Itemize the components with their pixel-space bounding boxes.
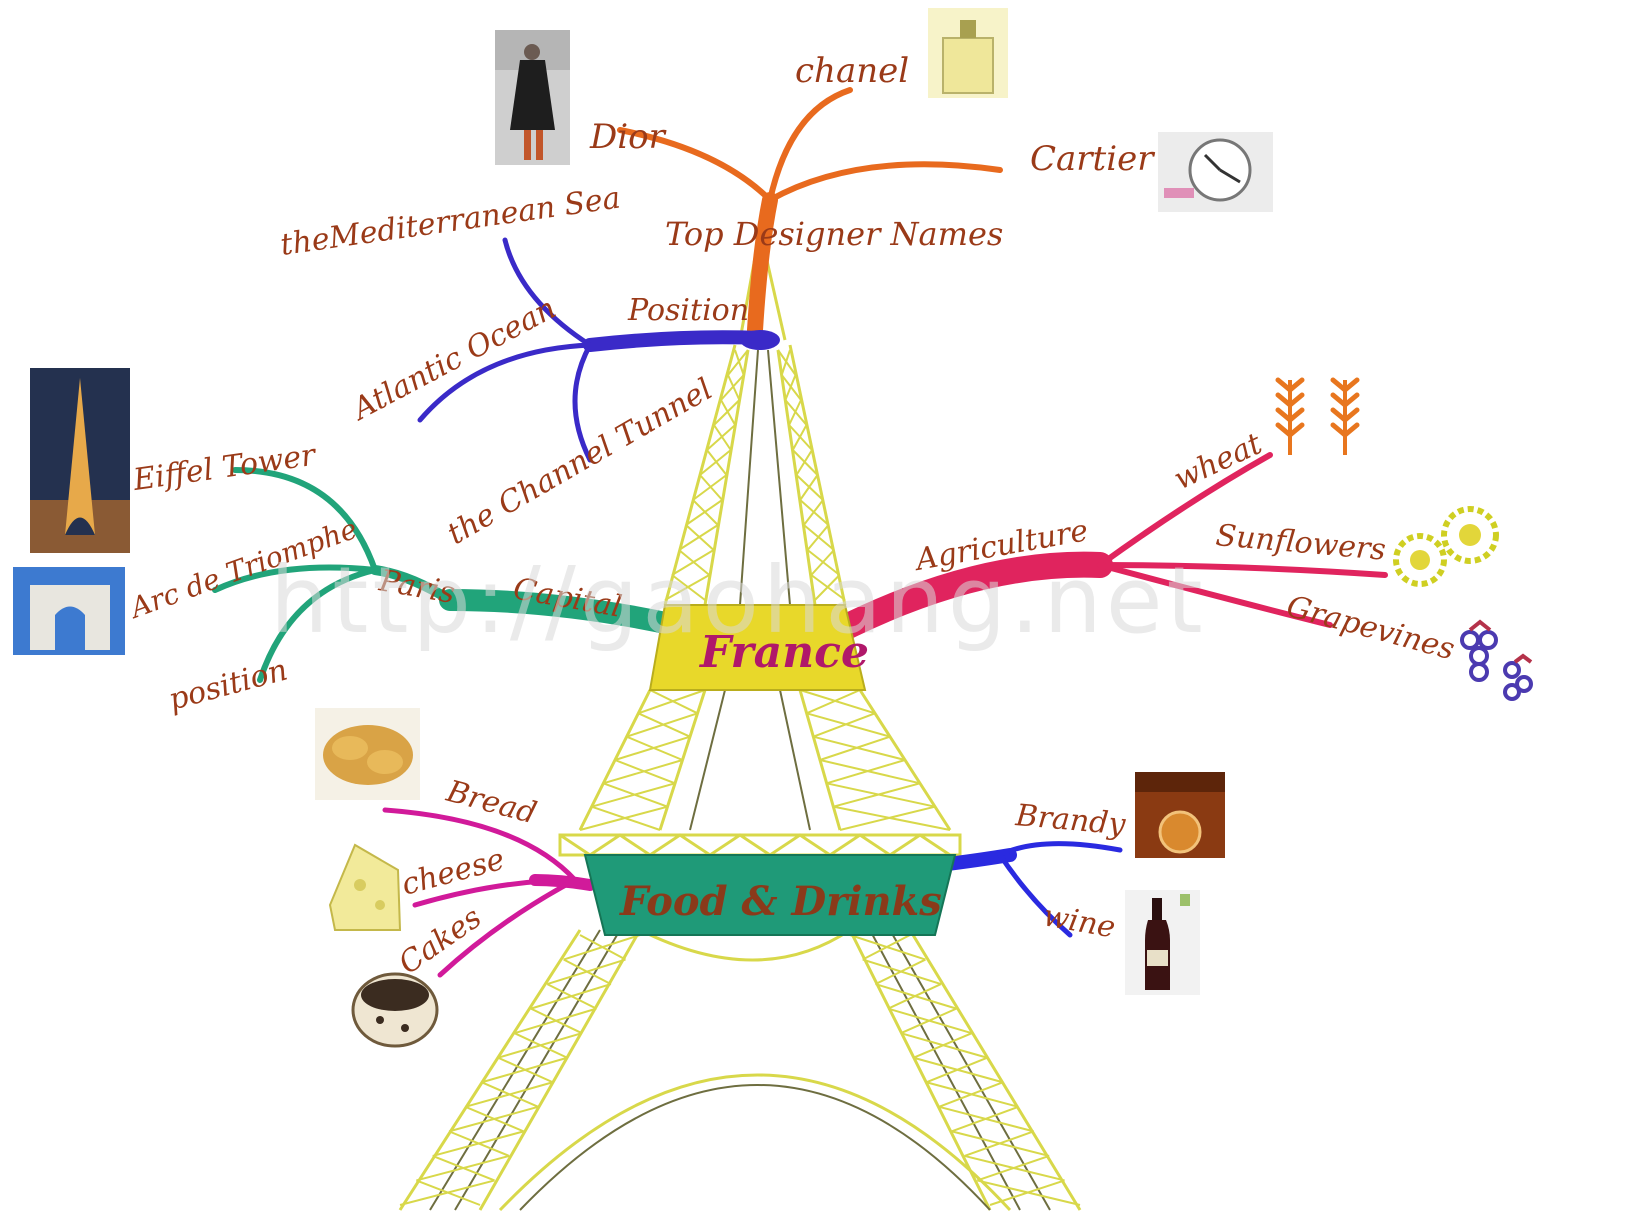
branch-position-sea — [502, 237, 593, 348]
branch-agriculture-wheat — [1097, 452, 1273, 568]
wine-bottle-icon — [1125, 890, 1200, 995]
watch-icon — [1158, 132, 1273, 212]
label-sunflowers: Sunflowers — [1214, 518, 1387, 568]
bread-icon — [315, 708, 420, 800]
label-mediterranean: theMediterranean Sea — [278, 181, 622, 263]
arc-de-triomphe-photo-icon — [13, 567, 125, 655]
wheat-icon — [1275, 377, 1360, 455]
label-cakes: Cakes — [393, 900, 489, 982]
food-drinks-box: Food & Drinks — [583, 854, 957, 936]
brandy-glass-icon — [1135, 772, 1225, 858]
sunflower-icon — [1393, 506, 1499, 587]
cake-icon — [351, 972, 439, 1048]
branch-position-atlantic — [417, 342, 593, 423]
branch-food-cakes — [437, 877, 578, 978]
branch-food-brandy — [997, 841, 1123, 858]
eiffel-tower-photo-icon — [30, 368, 130, 553]
watermark: http://gaohang.net — [270, 547, 1207, 654]
perfume-bottle-icon — [928, 8, 1008, 98]
label-grapevines: Grapevines — [1283, 589, 1458, 667]
label-dior: Dior — [589, 117, 667, 157]
branch-agriculture-grapevines — [1097, 562, 1333, 628]
branch-food-bread — [382, 807, 578, 883]
cheese-icon — [328, 843, 402, 931]
france-box: France — [648, 604, 869, 691]
branch-capital-trunk — [439, 589, 686, 636]
branch-designers-chanel — [767, 87, 853, 203]
label-paris-position: position — [165, 653, 291, 718]
label-atlantic: Atlantic Ocean — [345, 291, 562, 429]
label-position: Position — [627, 293, 749, 328]
label-top-designer-names: Top Designer Names — [665, 215, 1003, 253]
fashion-model-icon — [495, 30, 570, 165]
branch-designers-cartier — [767, 161, 1003, 203]
branch-position-channel — [572, 342, 593, 463]
branch-food-wine — [997, 852, 1073, 938]
label-channel-tunnel: the Channel Tunnel — [442, 372, 719, 552]
branches — [212, 87, 1388, 978]
label-cartier: Cartier — [1030, 139, 1155, 179]
center-title: France — [698, 627, 869, 678]
branch-agriculture-trunk — [827, 551, 1113, 643]
branch-designers-dior — [617, 127, 773, 203]
branch-food-cheese — [412, 877, 578, 908]
food-drinks-label: Food & Drinks — [619, 878, 942, 925]
position-hub — [740, 330, 780, 350]
branch-capital-paris — [370, 565, 455, 605]
label-bread: Bread — [442, 774, 540, 832]
label-brandy: Brandy — [1013, 798, 1127, 843]
label-wine: wine — [1041, 898, 1118, 945]
grapes-icon — [1460, 619, 1533, 701]
eiffel-tower-drawing — [398, 229, 1082, 1212]
branch-agriculture-sunflowers — [1097, 562, 1388, 578]
branch-designers-trunk — [747, 192, 778, 338]
branch-capital-arc — [212, 564, 378, 593]
label-chanel: chanel — [795, 51, 909, 91]
branch-capital-position — [257, 567, 378, 683]
branch-position-trunk — [583, 330, 767, 352]
label-eiffel-tower: Eiffel Tower — [130, 438, 319, 499]
branch-capital-eiffel — [232, 467, 378, 573]
